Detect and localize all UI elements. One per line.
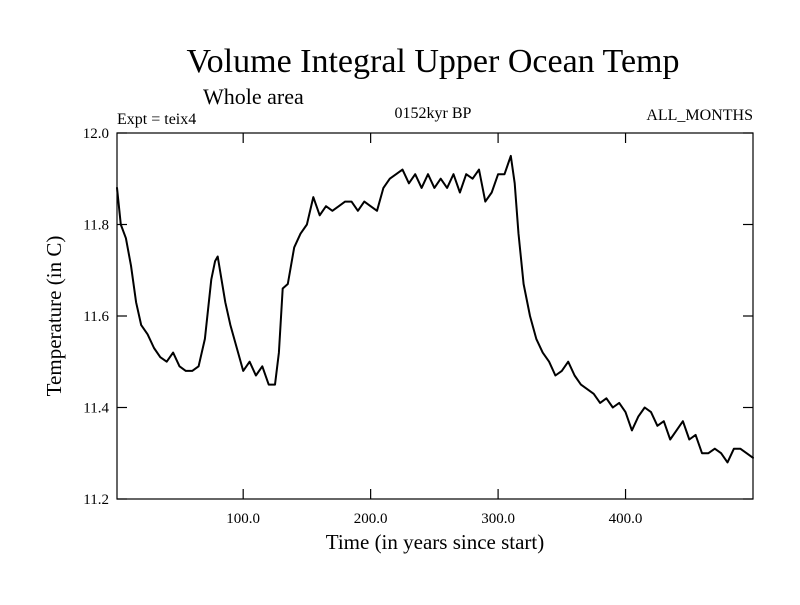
y-axis-ticks: 11.2 11.4 11.6 11.8 12.0 [83, 126, 753, 508]
experiment-label: Expt = teix4 [117, 111, 196, 128]
y-tick-label: 12.0 [83, 126, 109, 142]
x-tick-label: 400.0 [609, 511, 643, 527]
x-axis-ticks: 100.0 200.0 300.0 400.0 [226, 133, 642, 527]
plot-frame [116, 132, 754, 500]
y-tick-label: 11.8 [83, 218, 109, 234]
y-axis-label: Temperature (in C) [42, 236, 66, 397]
chart-title: Volume Integral Upper Ocean Temp [187, 43, 680, 80]
chart-subtitle: Whole area [203, 84, 304, 109]
temperature-series-line [116, 154, 754, 464]
x-tick-label: 100.0 [226, 511, 260, 527]
months-label: ALL_MONTHS [646, 107, 753, 124]
x-axis-label: Time (in years since start) [326, 530, 545, 554]
period-label: 0152kyr BP [395, 105, 472, 122]
y-tick-label: 11.4 [83, 401, 109, 417]
x-tick-label: 300.0 [481, 511, 515, 527]
y-tick-label: 11.6 [83, 309, 109, 325]
y-tick-label: 11.2 [83, 492, 109, 508]
x-tick-label: 200.0 [354, 511, 388, 527]
